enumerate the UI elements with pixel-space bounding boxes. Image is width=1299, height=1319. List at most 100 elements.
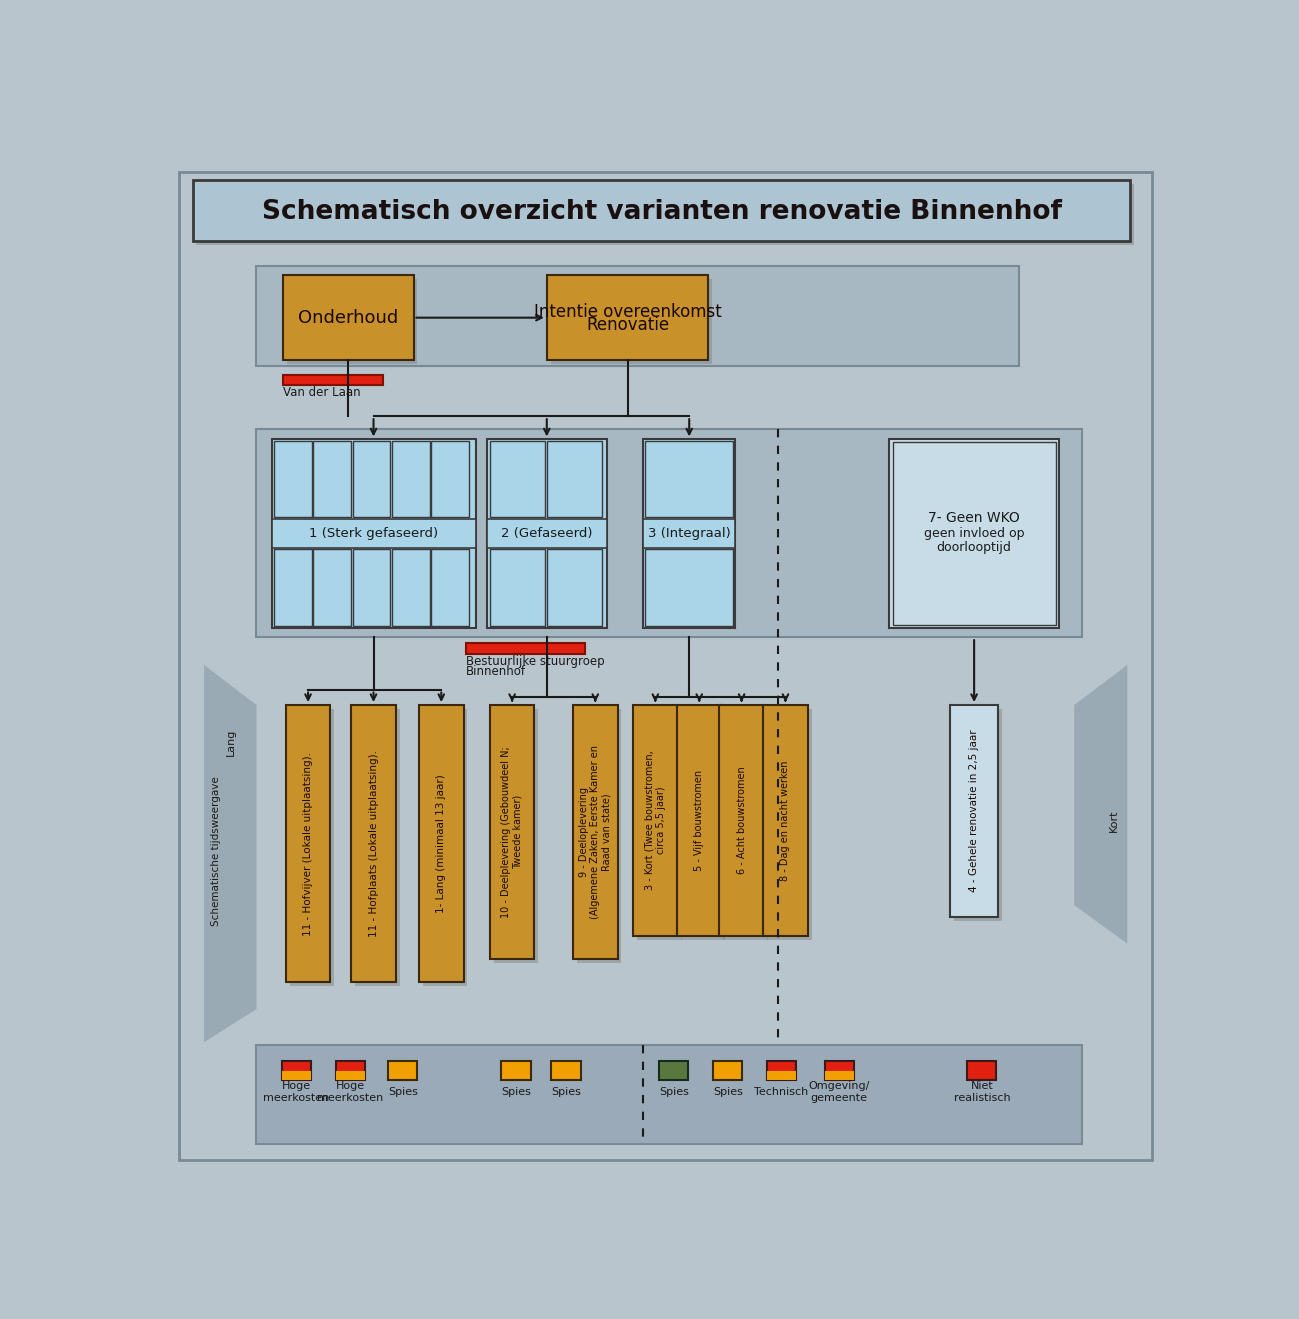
- Bar: [282, 1071, 312, 1080]
- Bar: [286, 704, 330, 983]
- Text: 11 - Hofvijver (Lokale uitplaatsing).: 11 - Hofvijver (Lokale uitplaatsing).: [303, 752, 313, 935]
- Text: geen invloed op: geen invloed op: [924, 526, 1025, 539]
- Bar: [646, 550, 733, 627]
- Text: Spies: Spies: [713, 1087, 743, 1097]
- Text: Binnenhof: Binnenhof: [466, 665, 526, 678]
- Text: Niet
realistisch: Niet realistisch: [953, 1082, 1011, 1103]
- Bar: [351, 704, 396, 983]
- Bar: [431, 441, 469, 517]
- Bar: [392, 550, 430, 627]
- Bar: [271, 439, 475, 628]
- Bar: [766, 708, 812, 940]
- Text: Onderhoud: Onderhoud: [297, 309, 399, 327]
- Text: Spies: Spies: [388, 1087, 418, 1097]
- Text: Bestuurlijke stuurgroep: Bestuurlijke stuurgroep: [466, 656, 604, 669]
- Bar: [646, 441, 733, 517]
- Text: 4 - Gehele renovatie in 2,5 jaar: 4 - Gehele renovatie in 2,5 jaar: [969, 729, 979, 892]
- Bar: [274, 550, 312, 627]
- Bar: [271, 518, 475, 547]
- Bar: [256, 429, 1082, 637]
- Text: Schematisch overzicht varianten renovatie Binnenhof: Schematisch overzicht varianten renovati…: [261, 199, 1061, 226]
- Bar: [551, 280, 712, 364]
- Bar: [196, 183, 1134, 245]
- Bar: [953, 708, 1002, 921]
- Text: Omgeving/
gemeente: Omgeving/ gemeente: [809, 1082, 870, 1103]
- Text: 8 - Dag en nacht werken: 8 - Dag en nacht werken: [781, 760, 791, 881]
- Bar: [490, 550, 546, 627]
- Bar: [547, 276, 708, 360]
- Bar: [392, 441, 430, 517]
- Bar: [573, 704, 617, 959]
- Bar: [192, 179, 1130, 241]
- Text: Spies: Spies: [501, 1087, 531, 1097]
- Text: 7- Geen WKO: 7- Geen WKO: [929, 510, 1020, 525]
- Polygon shape: [204, 665, 256, 1042]
- Bar: [282, 1062, 312, 1080]
- Bar: [724, 708, 768, 940]
- Text: 6 - Acht bouwstromen: 6 - Acht bouwstromen: [737, 766, 747, 874]
- Bar: [825, 1071, 853, 1080]
- Bar: [720, 704, 764, 936]
- Bar: [577, 708, 621, 963]
- Bar: [713, 1062, 742, 1080]
- Bar: [287, 280, 417, 364]
- Bar: [547, 441, 603, 517]
- Polygon shape: [1074, 665, 1128, 943]
- Bar: [256, 1046, 1082, 1144]
- Text: Renovatie: Renovatie: [586, 317, 669, 335]
- Bar: [643, 439, 735, 628]
- Text: Spies: Spies: [659, 1087, 688, 1097]
- Bar: [336, 1071, 365, 1080]
- Text: Spies: Spies: [551, 1087, 581, 1097]
- Bar: [490, 704, 534, 959]
- Bar: [659, 1062, 688, 1080]
- Bar: [283, 276, 413, 360]
- Bar: [313, 441, 351, 517]
- Text: 2 (Gefaseerd): 2 (Gefaseerd): [501, 526, 592, 539]
- Bar: [551, 1062, 581, 1080]
- Bar: [677, 704, 721, 936]
- Text: 1 (Sterk gefaseerd): 1 (Sterk gefaseerd): [309, 526, 438, 539]
- Text: doorlooptijd: doorlooptijd: [937, 541, 1012, 554]
- Bar: [681, 708, 725, 940]
- Text: 3 (Integraal): 3 (Integraal): [648, 526, 730, 539]
- Bar: [892, 442, 1056, 625]
- Bar: [290, 708, 334, 987]
- Text: 5 - Vijf bouwstromen: 5 - Vijf bouwstromen: [694, 770, 704, 871]
- Bar: [256, 266, 1018, 367]
- Bar: [547, 550, 603, 627]
- Bar: [501, 1062, 530, 1080]
- Text: 3 - Kort (Twee bouwstromen,
circa 5,5 jaar): 3 - Kort (Twee bouwstromen, circa 5,5 ja…: [644, 751, 666, 890]
- Bar: [336, 1062, 365, 1080]
- Bar: [466, 644, 586, 654]
- Bar: [422, 708, 468, 987]
- Bar: [637, 708, 682, 940]
- Bar: [890, 439, 1059, 628]
- Text: 9 - Deeloplevering
(Algemene Zaken, Eerste Kamer en
Raad van state): 9 - Deeloplevering (Algemene Zaken, Eers…: [578, 745, 612, 919]
- Bar: [490, 441, 546, 517]
- Bar: [313, 550, 351, 627]
- Bar: [420, 704, 464, 983]
- Text: 10 - Deelplevering (Gebouwdeel N;
Tweede kamer): 10 - Deelplevering (Gebouwdeel N; Tweede…: [501, 747, 523, 918]
- Bar: [487, 439, 607, 628]
- Bar: [353, 441, 391, 517]
- Bar: [353, 550, 391, 627]
- Text: Hoge
meerkosten: Hoge meerkosten: [264, 1082, 330, 1103]
- Text: Van der Laan: Van der Laan: [283, 386, 360, 398]
- Text: 1- Lang (minimaal 13 jaar): 1- Lang (minimaal 13 jaar): [436, 774, 447, 913]
- Bar: [431, 550, 469, 627]
- Bar: [968, 1062, 996, 1080]
- Bar: [388, 1062, 417, 1080]
- Bar: [355, 708, 400, 987]
- Text: 11 - Hofplaats (Lokale uitplaatsing).: 11 - Hofplaats (Lokale uitplaatsing).: [369, 751, 378, 936]
- Text: Schematische tijdsweergave: Schematische tijdsweergave: [210, 777, 221, 926]
- Text: Hoge
meerkosten: Hoge meerkosten: [317, 1082, 383, 1103]
- Bar: [763, 704, 808, 936]
- Text: Intentie overeenkomst: Intentie overeenkomst: [534, 302, 721, 321]
- Bar: [951, 704, 998, 917]
- Bar: [487, 518, 607, 547]
- Bar: [283, 376, 383, 385]
- Bar: [633, 704, 678, 936]
- Bar: [643, 518, 735, 547]
- Bar: [494, 708, 538, 963]
